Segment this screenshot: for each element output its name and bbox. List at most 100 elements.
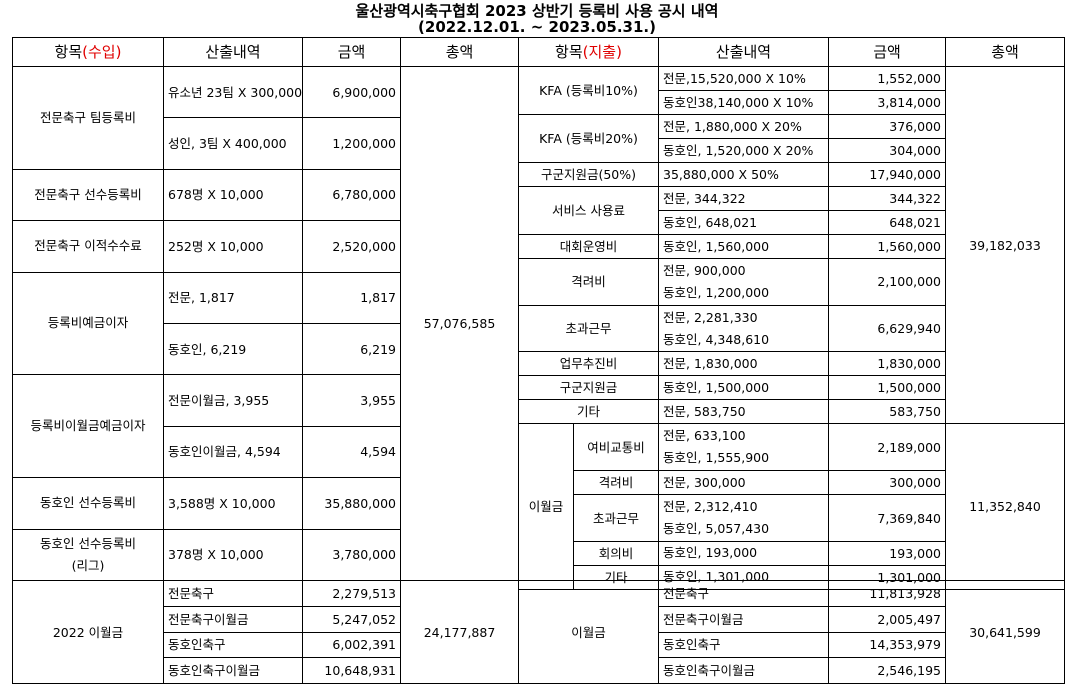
amount: 35,880,000 — [302, 477, 401, 530]
row: 전문축구 이적수수료 252명 X 10,000 2,520,000 — [12, 220, 519, 273]
detail: 동호인축구 — [658, 631, 829, 659]
detail-line: 전문, 344,322 — [663, 190, 746, 206]
amount: 6,219 — [302, 322, 401, 376]
amount: 648,021 — [828, 210, 946, 235]
header-text: 항목 — [555, 42, 583, 61]
total: 39,182,033 — [945, 65, 1065, 425]
amount: 2,005,497 — [828, 605, 946, 633]
detail-line: 동호인, 5,057,430 — [663, 521, 770, 537]
amount: 17,940,000 — [828, 162, 946, 187]
detail-line: 전문, 1,880,000 X 20% — [663, 118, 802, 134]
amount: 6,629,940 — [828, 304, 946, 353]
income-table: 전문축구 팀등록비 유소년 23팀 X 300,000 6,900,000 57,07… — [12, 65, 519, 581]
detail: 동호인, 6,219 — [163, 322, 303, 376]
detail: 전문, 300,000 — [658, 470, 829, 496]
item-label: 회의비 — [573, 540, 659, 566]
detail-line: 동호인, 4,348,610 — [663, 331, 770, 347]
row: 동호인, 648,021 648,021 — [519, 210, 1065, 235]
header-cell: 금액 — [828, 37, 946, 67]
total: 11,352,840 — [945, 423, 1065, 590]
detail: 전문축구 — [163, 580, 303, 607]
detail: 전문, 1,880,000 X 20% — [658, 114, 829, 139]
row: 구군지원금(50%) 35,880,000 X 50% 17,940,000 — [518, 162, 1065, 187]
row: 회의비 동호인, 193,000 193,000 — [519, 540, 1065, 566]
total: 30,641,599 — [945, 580, 1065, 684]
row: 이월금 여비교통비 전문, 633,100 동호인, 1,555,900 2,189,0… — [518, 423, 1065, 590]
row: 기타 전문, 583,750 583,750 — [518, 399, 1065, 425]
detail: 전문, 344,322 — [658, 186, 829, 211]
item-label: 구군지원금 — [518, 375, 659, 401]
item-label: 동호인 선수등록비 (리그) — [12, 528, 164, 581]
group-label: 이월금 — [518, 423, 574, 590]
detail: 678명 X 10,000 — [163, 168, 303, 222]
row: 구군지원금 동호인, 1,500,000 1,500,000 — [518, 375, 1065, 401]
detail: 전문, 633,100 동호인, 1,555,900 — [658, 423, 829, 472]
detail: 전문, 2,312,410 동호인, 5,057,430 — [658, 494, 829, 542]
amount: 3,814,000 — [828, 90, 946, 115]
detail-line: 전문, 1,830,000 — [663, 355, 758, 371]
row: 동호인, 6,219 6,219 — [13, 322, 519, 376]
amount: 344,322 — [828, 186, 946, 211]
item-label: 초과근무 — [518, 304, 659, 353]
header-table: 항목(수입) 산출내역 금액 총액 항목(지출) 산출내역 금액 총액 — [12, 37, 1065, 67]
item-label: 업무추진비 — [518, 351, 659, 377]
item-label: 격려비 — [518, 258, 659, 306]
detail-line: 동호인, 1,200,000 — [663, 284, 770, 300]
detail: 35,880,000 X 50% — [658, 162, 829, 187]
carryover-table: 2022 이월금 전문축구 2,279,513 24,177,887 이월금 전문축구 11… — [12, 580, 1065, 684]
header-text: 항목 — [54, 42, 83, 61]
title: 울산광역시축구협회 2023 상반기 등록비 사용 공시 내역 — [355, 2, 719, 20]
row: 성인, 3팀 X 400,000 1,200,000 — [13, 117, 519, 170]
row: 등록비예금이자 전문, 1,817 1,817 — [12, 271, 519, 376]
detail: 전문,15,520,000 X 10% — [658, 66, 829, 91]
row: 동호인이월금, 4,594 4,594 — [13, 425, 519, 479]
row: 동호인 선수등록비 3,588명 X 10,000 35,880,000 — [12, 477, 519, 530]
amount: 2,546,195 — [828, 657, 946, 684]
amount: 2,189,000 — [828, 423, 946, 472]
amount: 1,500,000 — [828, 375, 946, 401]
detail-line: 동호인38,140,000 X 10% — [663, 94, 814, 110]
amount: 1,817 — [302, 271, 401, 324]
detail: 전문축구이월금 — [658, 605, 829, 633]
row: 2022 이월금 전문축구 2,279,513 24,177,887 이월금 전문축구 11… — [12, 580, 1065, 684]
total: 24,177,887 — [400, 580, 519, 684]
detail-line: 동호인, 193,000 — [663, 545, 758, 561]
header-cell: 총액 — [400, 37, 519, 67]
total: 57,076,585 — [400, 66, 519, 581]
detail: 동호인축구이월금 — [658, 657, 829, 684]
amount: 1,552,000 — [828, 66, 946, 91]
detail: 동호인축구 — [163, 631, 303, 659]
detail: 동호인이월금, 4,594 — [163, 425, 303, 479]
item-label: 등록비이월금예금이자 — [12, 374, 164, 479]
amount: 6,900,000 — [302, 65, 401, 119]
detail-line: 전문, 900,000 — [663, 262, 746, 278]
detail: 전문축구이월금 — [163, 605, 303, 633]
row: 격려비 전문, 900,000 동호인, 1,200,000 2,100,000 — [518, 258, 1065, 306]
amount: 7,369,840 — [828, 494, 946, 542]
item-label: 대회운영비 — [518, 234, 659, 259]
item-label: KFA (등록비10%) — [518, 66, 659, 115]
detail: 3,588명 X 10,000 — [163, 477, 303, 530]
detail: 전문, 583,750 — [658, 399, 829, 425]
amount: 4,594 — [302, 425, 401, 479]
amount: 14,353,979 — [828, 631, 946, 659]
amount: 300,000 — [828, 470, 946, 496]
detail: 성인, 3팀 X 400,000 — [163, 117, 303, 170]
header-tag: (지출) — [582, 42, 622, 61]
header-row: 항목(수입) 산출내역 금액 총액 항목(지출) 산출내역 금액 총액 — [12, 37, 1065, 67]
amount: 2,100,000 — [828, 258, 946, 306]
amount: 3,780,000 — [302, 528, 401, 581]
detail-line: 전문, 633,100 — [663, 428, 746, 444]
amount: 1,830,000 — [828, 351, 946, 377]
detail-line: 전문, 300,000 — [663, 474, 746, 490]
detail-line: 전문,15,520,000 X 10% — [663, 70, 806, 86]
detail-line: 전문, 583,750 — [663, 403, 746, 419]
detail: 동호인, 193,000 — [658, 540, 829, 566]
item-label: 여비교통비 — [573, 423, 659, 472]
detail: 전문, 2,281,330 동호인, 4,348,610 — [658, 304, 829, 353]
row: 동호인 선수등록비 (리그) 378명 X 10,000 3,780,000 — [12, 528, 519, 581]
amount: 376,000 — [828, 114, 946, 139]
item-label: 격려비 — [573, 470, 659, 496]
amount: 304,000 — [828, 138, 946, 163]
detail-line: 35,880,000 X 50% — [663, 166, 779, 182]
